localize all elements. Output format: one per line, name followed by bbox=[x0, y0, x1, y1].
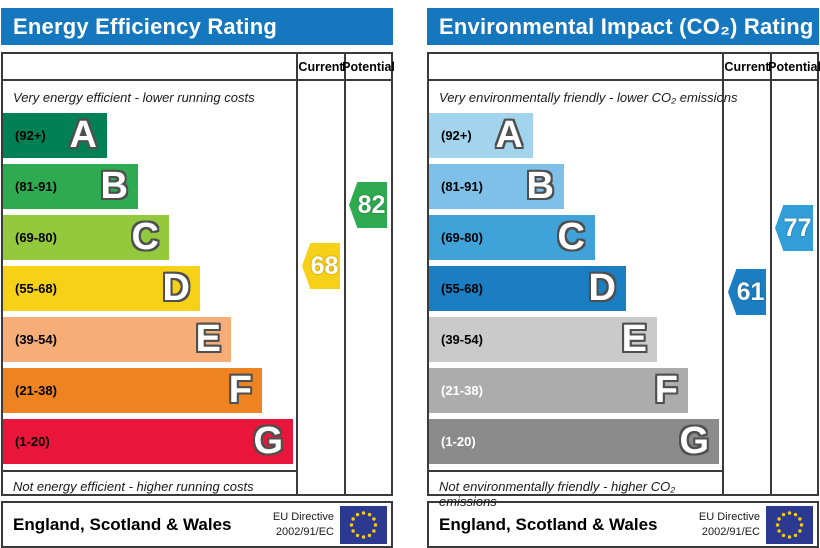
current-rating-value: 68 bbox=[310, 251, 339, 280]
header-row-divider bbox=[3, 79, 391, 81]
band-row-a: (92+) A bbox=[3, 113, 107, 158]
band-range: (21-38) bbox=[15, 383, 57, 398]
header-row-divider bbox=[429, 79, 817, 81]
panel-title-text: Environmental Impact (CO₂) Rating bbox=[439, 13, 814, 39]
top-note: Very energy efficient - lower running co… bbox=[13, 90, 255, 105]
band-row-e: (39-54) E bbox=[429, 317, 657, 362]
band-range: (1-20) bbox=[441, 434, 476, 449]
potential-rating-value: 82 bbox=[357, 190, 386, 219]
bottom-note: Not energy efficient - higher running co… bbox=[3, 470, 296, 500]
band-row-c: (69-80) C bbox=[429, 215, 595, 260]
potential-column-divider bbox=[770, 54, 772, 494]
band-letter: A bbox=[495, 114, 523, 156]
band-letter: F bbox=[228, 369, 252, 411]
band-row-c: (69-80) C bbox=[3, 215, 169, 260]
environmental-impact-panel: Environmental Impact (CO₂) Rating Curren… bbox=[427, 8, 820, 548]
epc-charts: Energy Efficiency Rating Current Potenti… bbox=[1, 8, 820, 548]
potential-rating-marker: 82 bbox=[349, 182, 387, 228]
band-range: (1-20) bbox=[15, 434, 50, 449]
band-letter: G bbox=[679, 420, 709, 462]
co2-rating-table: Current Potential Very environmentally f… bbox=[427, 52, 820, 509]
band-range: (81-91) bbox=[441, 179, 483, 194]
potential-column-header: Potential bbox=[342, 59, 395, 74]
band-letter: F bbox=[654, 369, 678, 411]
current-column-divider bbox=[722, 54, 724, 494]
co2-panel-footer: England, Scotland & Wales EU Directive 2… bbox=[427, 501, 819, 548]
band-letter: B bbox=[526, 165, 554, 207]
eu-directive-label: EU Directive 2002/91/EC bbox=[698, 511, 760, 538]
band-row-a: (92+) A bbox=[429, 113, 533, 158]
region-label: England, Scotland & Wales bbox=[13, 514, 232, 534]
band-letter: D bbox=[588, 267, 616, 309]
band-row-d: (55-68) D bbox=[429, 266, 626, 311]
band-letter: E bbox=[621, 318, 647, 360]
band-range: (39-54) bbox=[441, 332, 483, 347]
top-note: Very environmentally friendly - lower CO… bbox=[439, 90, 738, 105]
current-column-divider bbox=[296, 54, 298, 494]
band-range: (69-80) bbox=[441, 230, 483, 245]
current-rating-marker: 68 bbox=[302, 243, 340, 289]
region-label: England, Scotland & Wales bbox=[439, 514, 658, 534]
energy-panel-footer: England, Scotland & Wales EU Directive 2… bbox=[1, 501, 393, 548]
band-letter: A bbox=[69, 114, 97, 156]
energy-rating-table: Current Potential Very energy efficient … bbox=[1, 52, 395, 496]
band-letter: B bbox=[100, 165, 128, 207]
band-range: (55-68) bbox=[441, 281, 483, 296]
eu-flag-icon bbox=[340, 505, 387, 544]
band-letter: C bbox=[131, 216, 159, 258]
energy-efficiency-panel: Energy Efficiency Rating Current Potenti… bbox=[1, 8, 395, 548]
environmental-impact-title: Environmental Impact (CO₂) Rating bbox=[427, 8, 819, 45]
band-range: (92+) bbox=[441, 128, 472, 143]
energy-efficiency-title: Energy Efficiency Rating bbox=[1, 8, 393, 45]
eu-directive-label: EU Directive 2002/91/EC bbox=[272, 511, 334, 538]
band-letter: D bbox=[162, 267, 190, 309]
band-range: (21-38) bbox=[441, 383, 483, 398]
band-row-b: (81-91) B bbox=[3, 164, 138, 209]
band-row-f: (21-38) F bbox=[3, 368, 262, 413]
band-row-g: (1-20) G bbox=[3, 419, 293, 464]
current-column-header: Current bbox=[298, 59, 344, 74]
band-range: (81-91) bbox=[15, 179, 57, 194]
band-letter: C bbox=[557, 216, 585, 258]
panel-title-text: Energy Efficiency Rating bbox=[13, 13, 277, 39]
potential-column-header: Potential bbox=[768, 59, 820, 74]
current-rating-value: 61 bbox=[736, 277, 765, 306]
bottom-note: Not environmentally friendly - higher CO… bbox=[429, 470, 722, 509]
band-range: (69-80) bbox=[15, 230, 57, 245]
band-letter: E bbox=[195, 318, 221, 360]
band-range: (55-68) bbox=[15, 281, 57, 296]
potential-column-divider bbox=[344, 54, 346, 494]
band-row-d: (55-68) D bbox=[3, 266, 200, 311]
band-row-g: (1-20) G bbox=[429, 419, 719, 464]
band-row-b: (81-91) B bbox=[429, 164, 564, 209]
band-letter: G bbox=[253, 420, 283, 462]
current-column-header: Current bbox=[724, 59, 770, 74]
potential-rating-value: 77 bbox=[783, 213, 812, 242]
band-range: (39-54) bbox=[15, 332, 57, 347]
potential-rating-marker: 77 bbox=[775, 205, 813, 251]
band-range: (92+) bbox=[15, 128, 46, 143]
band-row-f: (21-38) F bbox=[429, 368, 688, 413]
band-row-e: (39-54) E bbox=[3, 317, 231, 362]
eu-flag-icon bbox=[766, 505, 813, 544]
current-rating-marker: 61 bbox=[728, 269, 766, 315]
